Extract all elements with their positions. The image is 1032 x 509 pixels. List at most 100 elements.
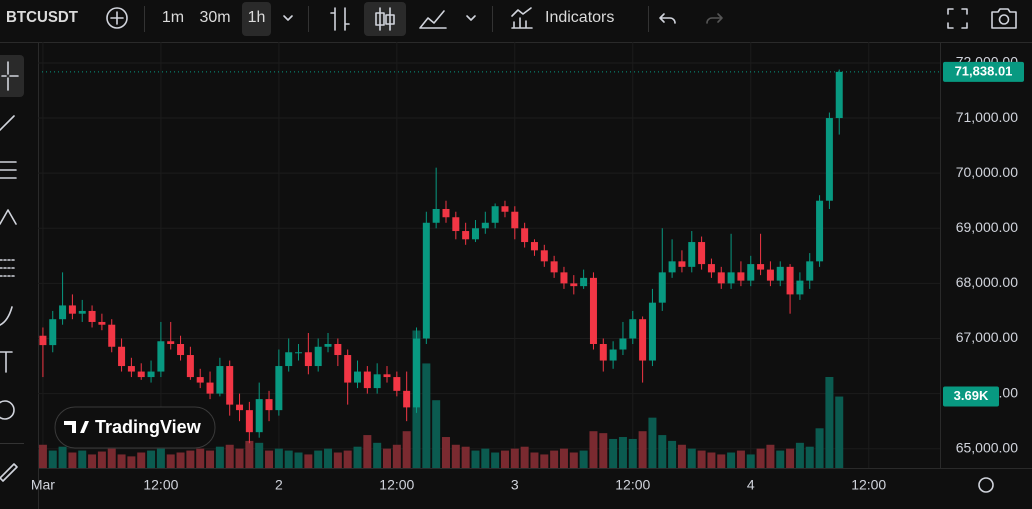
- volume-bar: [550, 450, 559, 468]
- candle-body: [816, 200, 824, 262]
- indicators-button[interactable]: Indicators: [545, 9, 614, 26]
- left-toolbar: [0, 43, 39, 509]
- volume-bar: [540, 454, 549, 468]
- interval-button-active[interactable]: 1h: [248, 9, 266, 26]
- candle-body: [344, 355, 352, 383]
- candle-body: [698, 242, 706, 265]
- candle-body: [825, 118, 833, 201]
- settings-icon[interactable]: [978, 477, 994, 493]
- candle-body: [501, 206, 509, 212]
- fib-tool[interactable]: [0, 161, 17, 179]
- volume-bar: [392, 444, 401, 468]
- volume-bar: [530, 452, 539, 468]
- volume-bar: [756, 448, 765, 468]
- undo-icon[interactable]: [659, 13, 676, 24]
- y-tick-label: 68,000.00: [956, 274, 1018, 290]
- volume-bar: [579, 450, 588, 468]
- candle-body: [796, 280, 804, 295]
- candle-body: [452, 217, 460, 232]
- watermark-box[interactable]: [54, 406, 216, 449]
- candle-body: [403, 390, 411, 408]
- volume-bar: [127, 456, 136, 468]
- candle-body: [127, 366, 135, 372]
- volume-bar: [559, 448, 568, 468]
- volume-bar: [638, 431, 647, 468]
- candle-body: [737, 272, 745, 281]
- text-tool[interactable]: [0, 351, 13, 373]
- screenshot-lens: [998, 14, 1010, 25]
- volume-bar: [333, 452, 342, 468]
- candle-body: [589, 277, 597, 345]
- y-tick-label: 65,000.00: [956, 439, 1018, 455]
- volume-bar: [500, 450, 509, 468]
- redo-icon[interactable]: [706, 13, 723, 24]
- candle-body: [393, 377, 401, 391]
- candle-body: [619, 338, 627, 350]
- volume-bar: [766, 444, 775, 468]
- plot-area: [39, 69, 940, 468]
- chart-type-dropdown[interactable]: [466, 15, 476, 21]
- fullscreen-icon[interactable]: [947, 8, 968, 29]
- add-symbol-icon[interactable]: [106, 7, 128, 29]
- volume-bar: [510, 448, 519, 468]
- candle-body: [648, 302, 656, 361]
- volume-bar: [186, 450, 195, 468]
- candle-body: [412, 338, 420, 408]
- volume-bar: [717, 454, 726, 468]
- x-tick-label: 3: [511, 477, 519, 493]
- volume-bar: [343, 450, 352, 468]
- indicators-icon[interactable]: [511, 7, 533, 29]
- volume-bar: [628, 438, 637, 468]
- crosshair-tool[interactable]: [1, 61, 19, 91]
- volume-bar: [599, 433, 608, 468]
- candle-body: [835, 71, 843, 119]
- volume-bar: [697, 450, 706, 468]
- trend-line-tool[interactable]: [0, 115, 15, 131]
- volume-bar: [736, 450, 745, 468]
- volume-bar: [569, 452, 578, 468]
- volume-bar: [422, 363, 431, 468]
- candle-body: [226, 366, 234, 405]
- projection-tool[interactable]: [0, 259, 17, 277]
- icons-tool[interactable]: [0, 400, 15, 420]
- candle-body: [88, 310, 96, 322]
- volume-bar: [402, 431, 411, 468]
- candle-body: [304, 352, 312, 367]
- active-chart-type-bg: [364, 2, 406, 36]
- volume-bar: [520, 446, 529, 468]
- volume-bar: [324, 448, 333, 468]
- volume-bar: [245, 440, 254, 468]
- volume-bar: [835, 396, 844, 468]
- volume-bar: [776, 450, 785, 468]
- volume-bar: [78, 450, 87, 468]
- interval-dropdown[interactable]: [283, 15, 293, 21]
- volume-bar: [284, 450, 293, 468]
- interval-button[interactable]: 1m: [162, 9, 184, 26]
- screenshot-icon[interactable]: [991, 8, 1017, 29]
- volume-bar: [441, 437, 450, 468]
- volume-bar: [727, 452, 736, 468]
- volume-bar: [491, 452, 500, 468]
- candle-body: [530, 242, 538, 251]
- volume-bar: [274, 448, 283, 468]
- symbol[interactable]: BTCUSDT: [6, 9, 78, 26]
- candle-body: [688, 242, 696, 267]
- x-tick-label: 12:00: [615, 477, 650, 493]
- brush-tool[interactable]: [0, 306, 13, 326]
- add-symbol-plus: [110, 11, 124, 25]
- bars-icon[interactable]: [330, 7, 350, 31]
- candle-body: [59, 305, 67, 320]
- candles-icon[interactable]: [375, 7, 395, 31]
- candle-body: [462, 231, 470, 240]
- candle-body: [285, 352, 293, 367]
- interval-button[interactable]: 30m: [199, 9, 230, 26]
- candle-body: [354, 371, 362, 383]
- volume-bar: [648, 417, 657, 468]
- candle-body: [491, 206, 499, 223]
- area-icon[interactable]: [419, 10, 447, 29]
- ruler-tool[interactable]: [0, 463, 18, 482]
- candle-body: [78, 310, 86, 314]
- pattern-tool[interactable]: [0, 209, 17, 225]
- volume-bar: [294, 452, 303, 468]
- candle-body: [639, 319, 647, 361]
